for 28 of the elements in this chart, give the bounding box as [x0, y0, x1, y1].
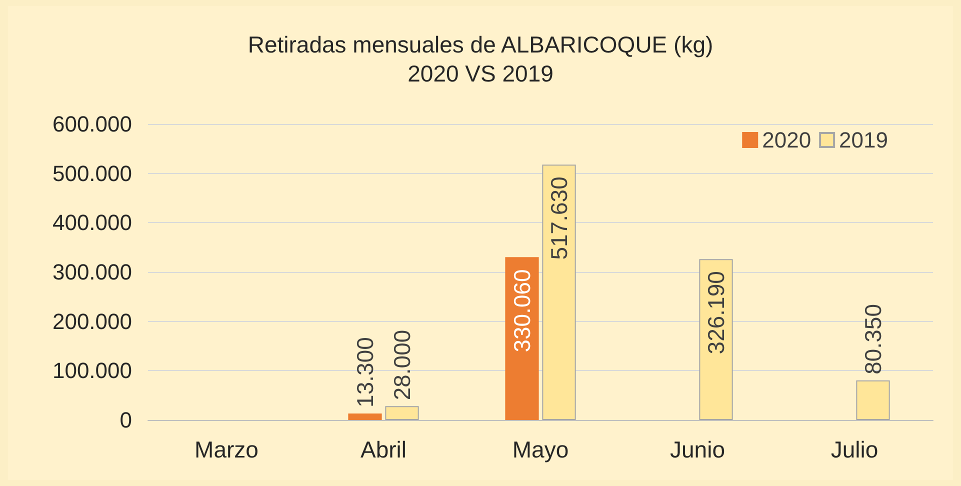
y-tick-label: 600.000: [52, 112, 132, 136]
bar: [699, 259, 733, 420]
bar: [856, 380, 890, 420]
data-label: 517.630: [546, 176, 572, 260]
data-label: 80.350: [860, 304, 886, 374]
bar: [385, 406, 419, 420]
data-label: 330.060: [508, 269, 535, 352]
chart-subtitle: 2020 VS 2019: [408, 60, 554, 86]
legend-label: 2020: [762, 128, 812, 152]
bar: [348, 413, 382, 420]
y-tick-label: 0: [120, 408, 132, 432]
y-tick-label: 400.000: [52, 210, 132, 236]
bar: [542, 164, 576, 420]
data-label: 326.190: [703, 271, 730, 354]
x-tick-label: Abril: [360, 436, 407, 462]
x-tick-label: Julio: [830, 436, 878, 462]
y-tick-label: 300.000: [52, 260, 132, 284]
legend-label: 2019: [839, 128, 888, 152]
data-label: 13.300: [352, 337, 378, 408]
x-tick-label: Mayo: [512, 436, 569, 462]
data-label: 28.000: [389, 330, 416, 400]
x-tick-label: Marzo: [194, 436, 258, 462]
y-tick-label: 500.000: [52, 160, 132, 186]
x-tick-label: Junio: [670, 436, 725, 462]
chart-title: Retiradas mensuales de ALBARICOQUE (kg): [248, 32, 714, 58]
y-tick-label: 200.000: [52, 308, 132, 334]
y-tick-label: 100.000: [52, 358, 132, 384]
bar: [505, 257, 539, 420]
